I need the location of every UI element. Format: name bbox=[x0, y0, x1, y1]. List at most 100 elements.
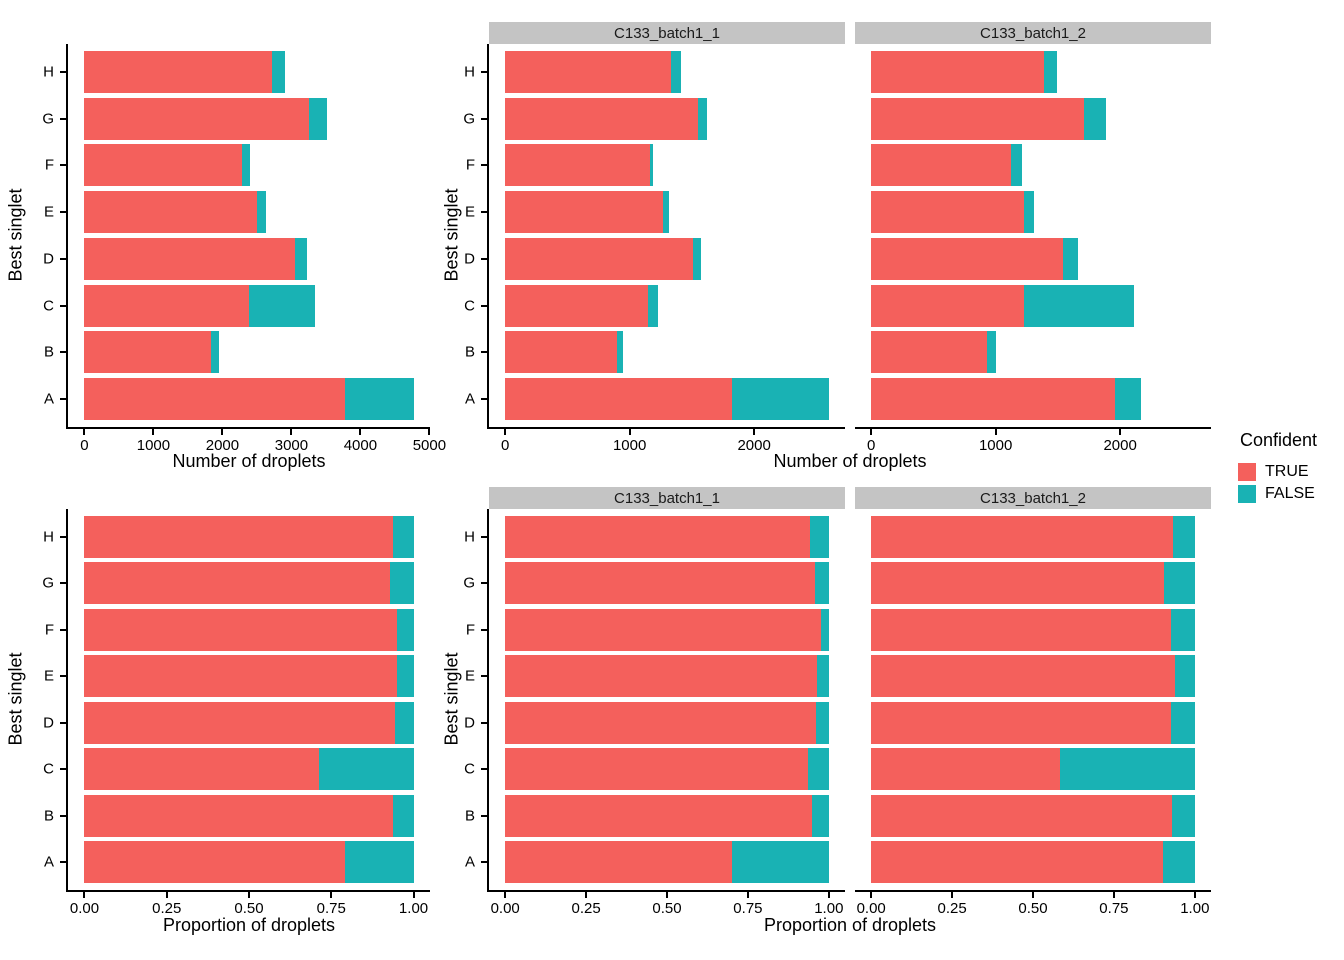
x-tick-label: 2000 bbox=[737, 437, 771, 454]
y-tick-label: G bbox=[463, 110, 475, 128]
x-tick-label: 0.25 bbox=[152, 900, 182, 917]
bar-segment-false bbox=[1024, 284, 1134, 327]
x-tick-label: 0.75 bbox=[733, 900, 763, 917]
x-axis-title-count: Number of droplets bbox=[773, 451, 927, 471]
bar-segment-true bbox=[84, 191, 257, 234]
facet-strip-label: C133_batch1_1 bbox=[614, 489, 720, 507]
bar-segment-false bbox=[1024, 191, 1035, 234]
legend-label-true: TRUE bbox=[1265, 463, 1309, 480]
bar-segment-false bbox=[1062, 237, 1078, 280]
x-axis-line bbox=[487, 427, 845, 429]
bar-segment-true bbox=[871, 237, 1063, 280]
y-tick bbox=[481, 675, 487, 678]
x-tick bbox=[359, 429, 362, 435]
x-tick-label: 0.50 bbox=[652, 900, 682, 917]
bar-segment-true bbox=[84, 655, 398, 698]
facet-strip-label: C133_batch1_2 bbox=[980, 24, 1086, 42]
x-tick-label: 0.75 bbox=[316, 900, 346, 917]
y-tick bbox=[60, 768, 66, 771]
bar-segment-true bbox=[505, 794, 812, 837]
bar-segment-false bbox=[309, 97, 327, 140]
y-tick bbox=[60, 397, 66, 400]
bar-segment-true bbox=[871, 515, 1174, 558]
facet-strip bbox=[855, 487, 1211, 509]
bar-segment-false bbox=[1170, 608, 1195, 651]
bar-segment-true bbox=[84, 284, 249, 327]
y-tick bbox=[60, 351, 66, 354]
bar-segment-false bbox=[1059, 748, 1195, 791]
x-tick-label: 0.00 bbox=[69, 900, 100, 917]
bar-segment-true bbox=[871, 655, 1176, 698]
y-tick bbox=[481, 211, 487, 214]
y-tick-label: B bbox=[464, 807, 475, 825]
bar-segment-true bbox=[84, 841, 346, 884]
bar-segment-true bbox=[505, 97, 699, 140]
y-tick-label: E bbox=[464, 203, 475, 221]
bar-segment-true bbox=[871, 144, 1011, 187]
x-tick bbox=[1112, 892, 1115, 898]
y-axis-title: Best singlet bbox=[5, 652, 26, 746]
x-tick bbox=[428, 429, 431, 435]
bar-segment-true bbox=[505, 51, 671, 94]
y-tick-label: B bbox=[464, 343, 475, 361]
x-tick bbox=[330, 892, 333, 898]
x-tick-label: 0 bbox=[80, 437, 89, 454]
bar-segment-true bbox=[505, 701, 817, 744]
bar-segment-true bbox=[505, 841, 732, 884]
bar-segment-true bbox=[871, 841, 1164, 884]
y-tick-label: A bbox=[464, 390, 475, 408]
bar-segment-false bbox=[820, 608, 829, 651]
bar-segment-true bbox=[505, 655, 817, 698]
y-tick-label: C bbox=[464, 297, 475, 315]
y-tick bbox=[60, 721, 66, 724]
bar-segment-false bbox=[1173, 515, 1195, 558]
bar-segment-true bbox=[505, 331, 618, 374]
bar-segment-true bbox=[871, 51, 1045, 94]
y-tick bbox=[481, 71, 487, 74]
x-axis-line bbox=[66, 890, 430, 892]
bar-segment-true bbox=[505, 748, 808, 791]
bar-segment-false bbox=[1044, 51, 1057, 94]
x-axis-line bbox=[66, 427, 430, 429]
x-tick bbox=[628, 429, 631, 435]
x-tick bbox=[165, 892, 168, 898]
x-tick bbox=[994, 429, 997, 435]
x-tick bbox=[504, 892, 507, 898]
y-tick bbox=[481, 117, 487, 120]
legend: Confident TRUE FALSE bbox=[1238, 430, 1344, 507]
y-tick-label: G bbox=[42, 574, 54, 592]
x-tick bbox=[753, 429, 756, 435]
x-tick bbox=[221, 429, 224, 435]
legend-swatch-false bbox=[1238, 485, 1256, 503]
bar-segment-false bbox=[272, 51, 285, 94]
bar-segment-false bbox=[345, 841, 414, 884]
bar-segment-false bbox=[397, 608, 414, 651]
y-tick bbox=[481, 721, 487, 724]
bar-segment-true bbox=[871, 794, 1173, 837]
bar-segment-true bbox=[871, 331, 987, 374]
x-tick bbox=[1119, 429, 1122, 435]
bar-segment-false bbox=[811, 794, 829, 837]
bar-segment-false bbox=[648, 284, 659, 327]
x-tick bbox=[1032, 892, 1034, 898]
bar-segment-false bbox=[256, 191, 266, 234]
bar-segment-false bbox=[393, 794, 414, 837]
y-tick-label: G bbox=[42, 110, 54, 128]
bar-segment-true bbox=[84, 562, 391, 605]
y-axis-title: Best singlet bbox=[5, 188, 26, 282]
x-tick bbox=[870, 429, 873, 435]
bar-segment-true bbox=[84, 377, 346, 420]
x-tick bbox=[870, 892, 873, 898]
facet-strip bbox=[855, 22, 1211, 44]
x-tick-label: 0 bbox=[501, 437, 510, 454]
bar-segment-false bbox=[1115, 377, 1142, 420]
y-tick bbox=[481, 535, 487, 538]
facet-strip-label: C133_batch1_2 bbox=[980, 489, 1086, 507]
x-tick-label: 1000 bbox=[978, 437, 1013, 454]
bar-segment-false bbox=[731, 377, 829, 420]
x-tick bbox=[827, 892, 830, 898]
y-tick bbox=[481, 304, 487, 307]
y-tick bbox=[60, 582, 66, 585]
y-tick bbox=[60, 675, 66, 678]
y-tick bbox=[60, 71, 66, 74]
